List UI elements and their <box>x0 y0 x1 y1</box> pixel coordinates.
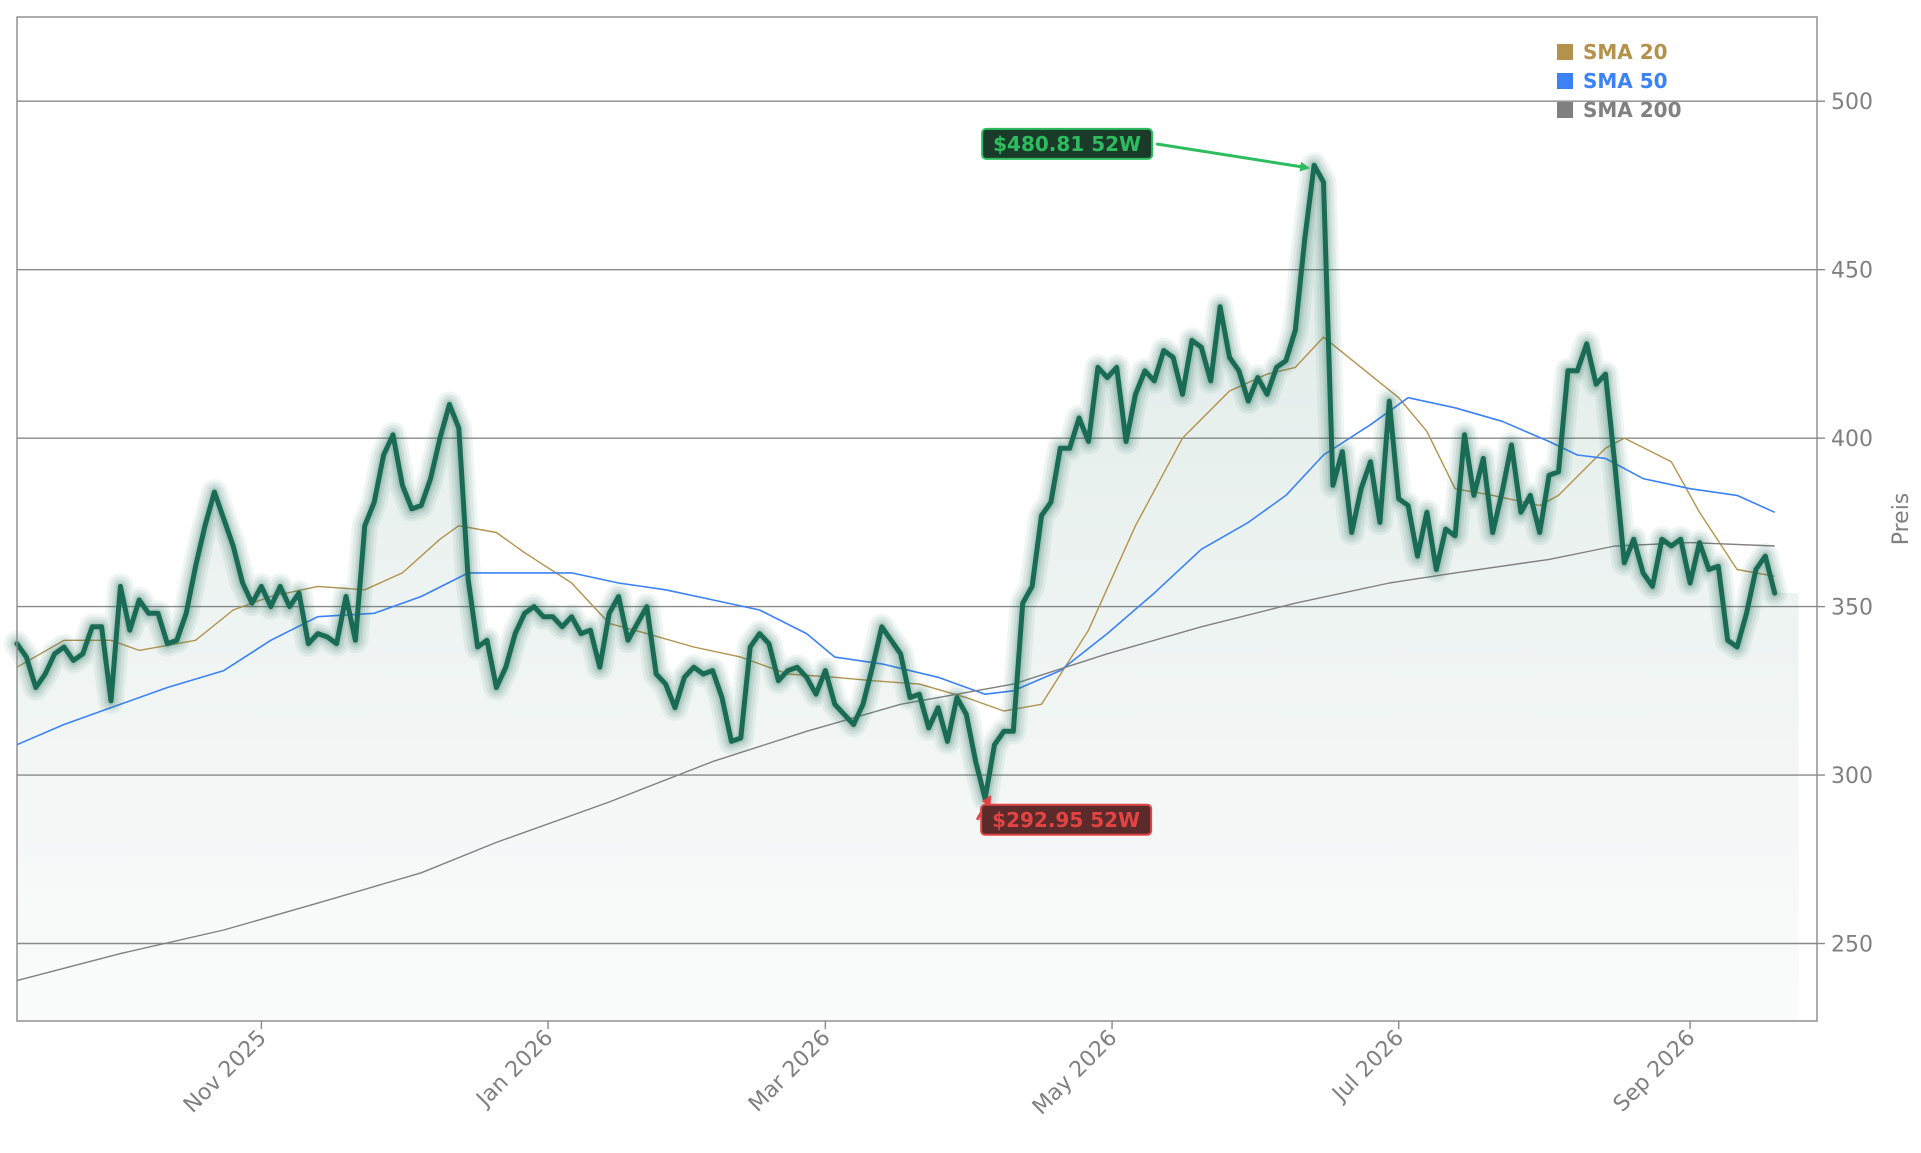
x-tick-label: Sep 2026 <box>1609 1026 1701 1118</box>
annotation-label-high: $480.81 52W <box>993 132 1141 156</box>
y-tick-label: 350 <box>1831 596 1873 621</box>
area-layer <box>17 165 1799 1021</box>
line-layer <box>4 152 1788 982</box>
series-line-sma20 <box>16 336 1775 712</box>
x-tick-label: Nov 2025 <box>179 1026 272 1119</box>
y-axis-label: Preis <box>1889 493 1914 546</box>
series-line-sma50 <box>16 396 1776 746</box>
y-tick-label: 400 <box>1831 427 1873 452</box>
legend-swatch-1 <box>1557 73 1573 89</box>
y-tick-label: 300 <box>1831 764 1873 789</box>
legend-swatch-0 <box>1557 44 1573 60</box>
legend-label-1: SMA 50 <box>1583 69 1668 93</box>
x-tick-label: Mar 2026 <box>744 1026 836 1118</box>
y-tick-label: 250 <box>1831 933 1873 958</box>
legend-swatch-2 <box>1557 102 1573 118</box>
legend: SMA 20 SMA 50 SMA 200 <box>1557 40 1682 122</box>
price-line <box>14 162 1778 802</box>
legend-label-0: SMA 20 <box>1583 40 1668 64</box>
price-area-fill <box>17 165 1799 1021</box>
annotation-layer: $480.81 52W $292.95 52W <box>975 127 1311 836</box>
plot-frame <box>16 16 1818 1022</box>
x-tick-label: Jul 2026 <box>1327 1026 1409 1108</box>
legend-label-2: SMA 200 <box>1583 98 1682 122</box>
y-tick-label: 500 <box>1831 90 1873 115</box>
y-tick-label: 450 <box>1831 259 1873 284</box>
series-line-sma200 <box>16 541 1775 982</box>
x-tick-label: May 2026 <box>1028 1026 1122 1120</box>
x-tick-label: Jan 2026 <box>471 1026 559 1114</box>
annotation-label-low: $292.95 52W <box>992 808 1140 832</box>
annotation-arrow-high <box>1155 142 1311 172</box>
annotation-box-low <box>980 803 1153 836</box>
annotation-box-high <box>981 127 1154 160</box>
